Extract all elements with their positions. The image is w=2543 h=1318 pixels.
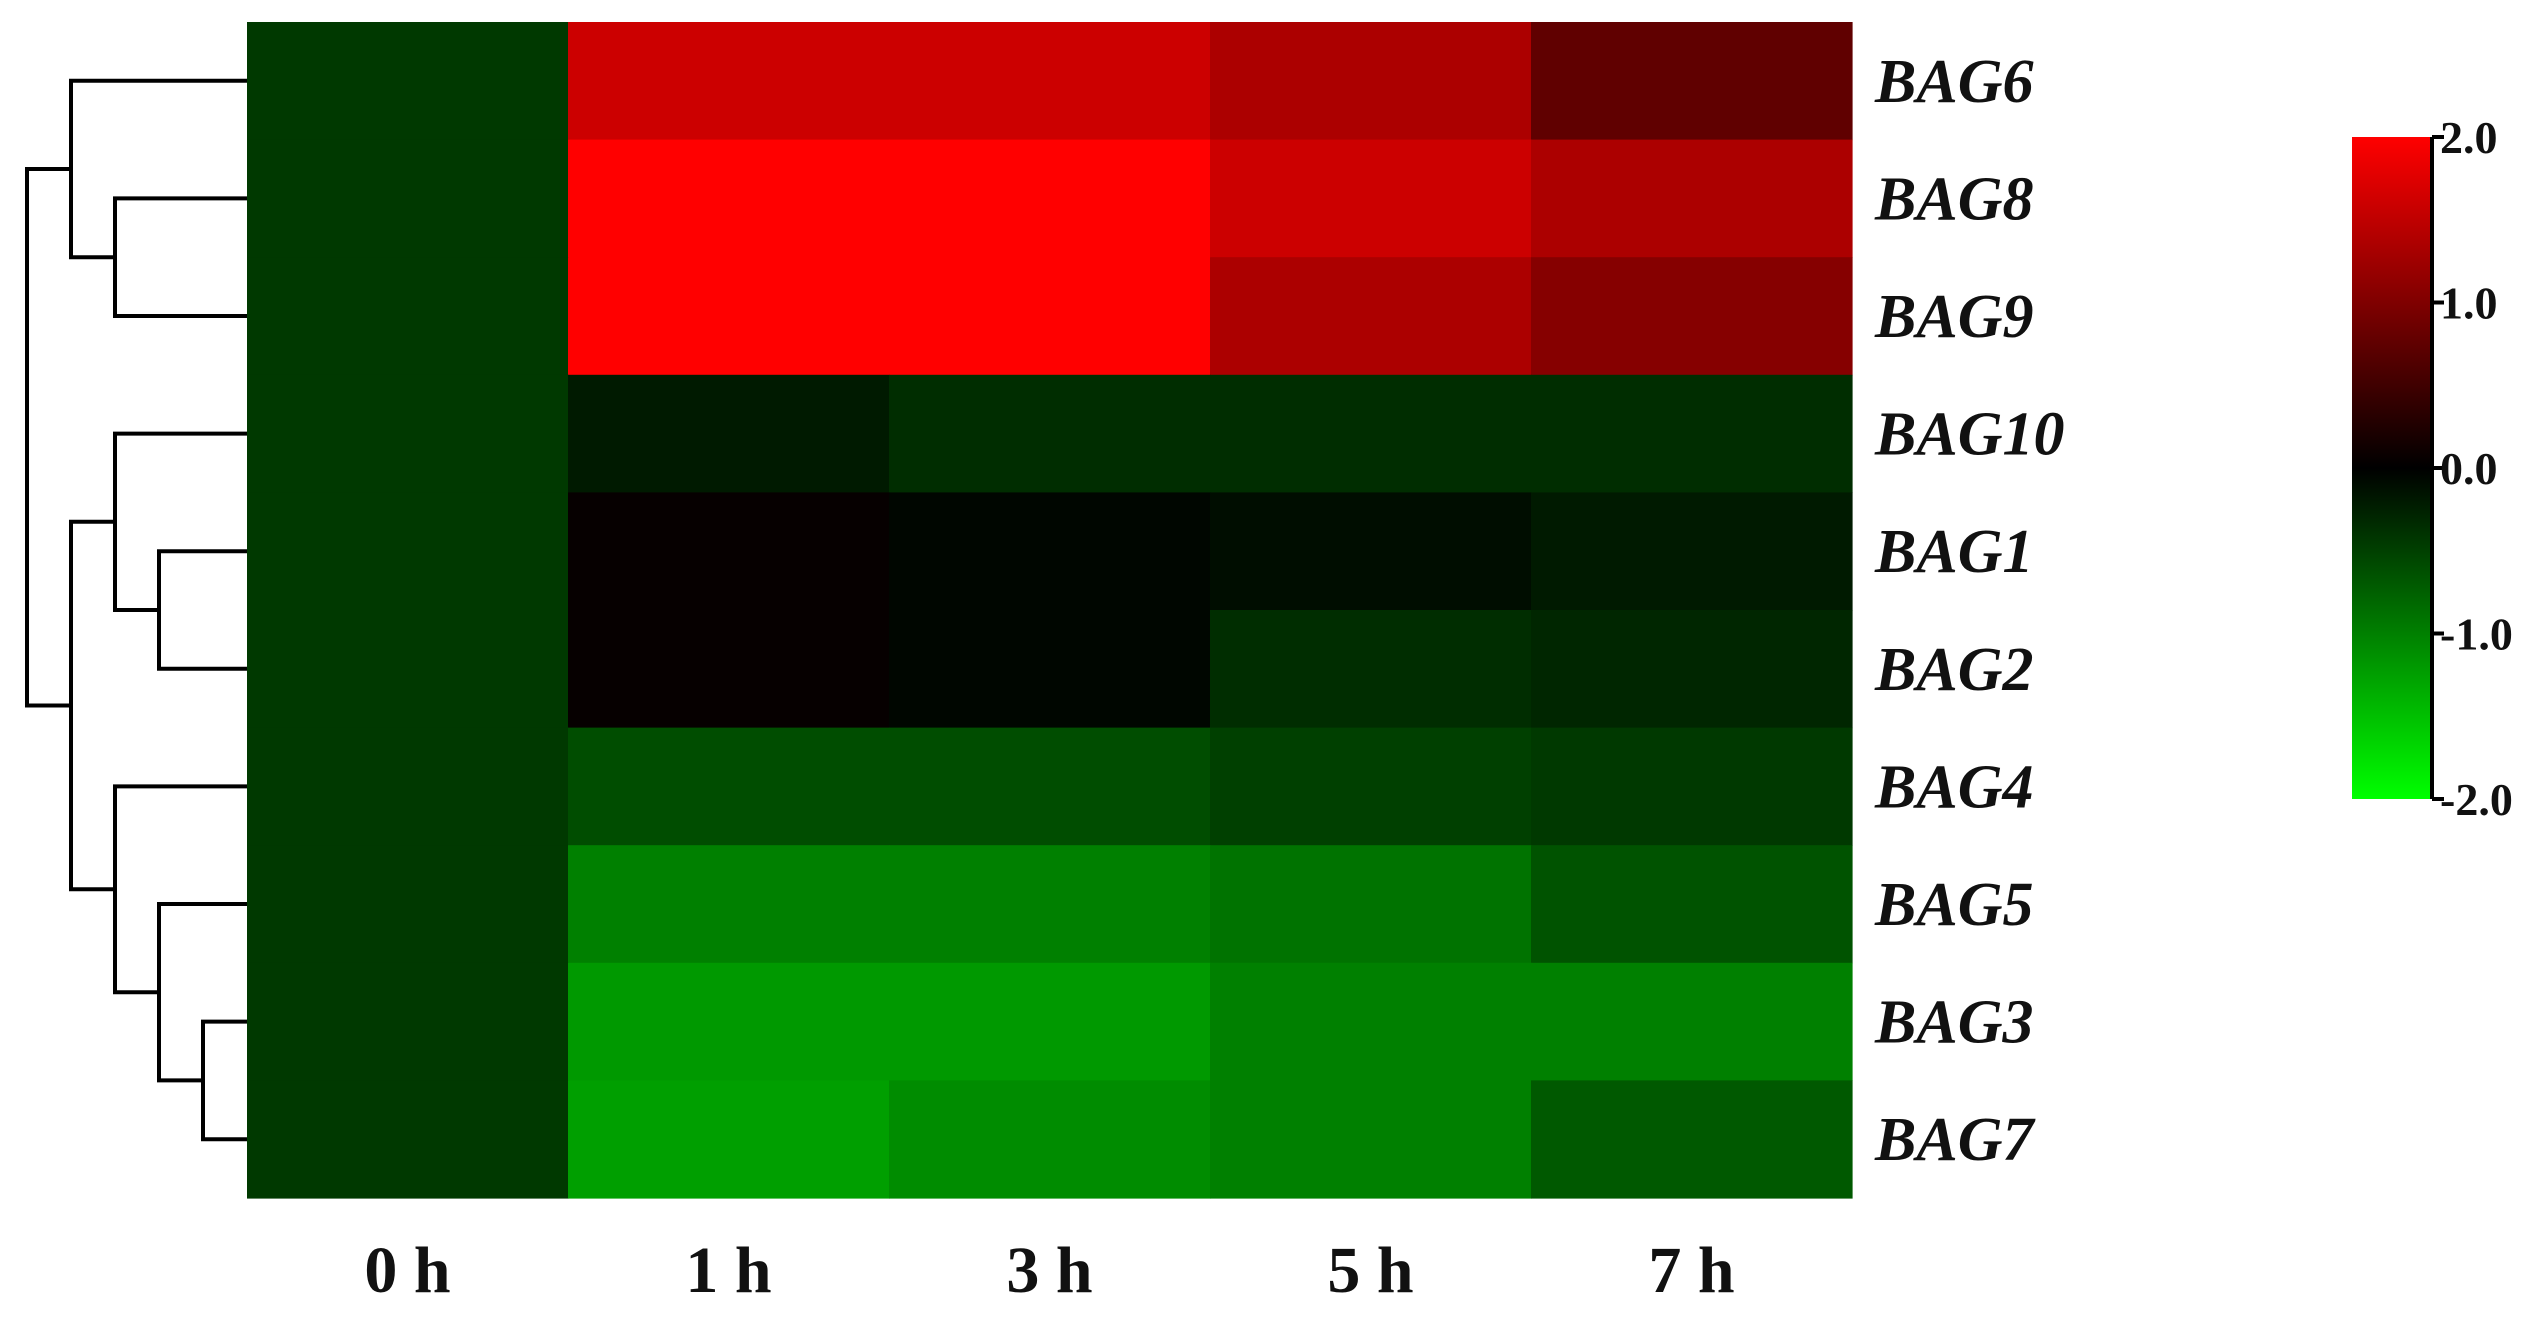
heatmap-cells [247,22,1853,1199]
heatmap-cell-BAG3-3h [889,962,1211,1081]
color-scale-legend: 2.0 1.0 0.0 -1.0 -2.0 [2352,112,2513,825]
column-label-7h: 7 h [1648,1234,1734,1307]
dendrogram-branch-0 [113,196,249,318]
heatmap-cell-BAG1-7h [1531,492,1853,611]
color-scale-tick-label: 0.0 [2440,443,2498,494]
heatmap-cell-BAG4-1h [568,727,890,846]
heatmap-cell-BAG10-5h [1210,374,1532,493]
heatmap-cell-BAG5-7h [1531,845,1853,964]
heatmap-cell-BAG10-1h [568,374,890,493]
heatmap-cell-BAG10-3h [889,374,1211,493]
heatmap-cell-BAG5-0h [247,845,569,964]
heatmap-cell-BAG7-0h [247,1080,569,1199]
heatmap-cell-BAG1-5h [1210,492,1532,611]
row-label-BAG6: BAG6 [1874,48,2033,116]
color-scale-tick-label: -2.0 [2440,774,2513,825]
heatmap-cell-BAG1-1h [568,492,890,611]
heatmap-cell-BAG9-0h [247,257,569,376]
row-label-BAG9: BAG9 [1874,283,2033,351]
row-label-BAG5: BAG5 [1874,871,2033,939]
column-label-1h: 1 h [685,1234,771,1307]
column-label-3h: 3 h [1006,1234,1092,1307]
heatmap-cell-BAG1-3h [889,492,1211,611]
heatmap-cell-BAG8-5h [1210,139,1532,258]
row-labels: BAG6 BAG8 BAG9 BAG10 BAG1 BAG2 BAG4 BAG5 BAG3 BAG… [1874,48,2064,1174]
row-label-BAG4: BAG4 [1874,753,2033,821]
row-label-BAG7: BAG7 [1874,1106,2036,1174]
heatmap-cell-BAG9-3h [889,257,1211,376]
heatmap-cell-BAG9-1h [568,257,890,376]
color-scale-tick-label: 2.0 [2440,112,2498,163]
heatmap-cell-BAG3-5h [1210,962,1532,1081]
row-label-BAG3: BAG3 [1874,989,2033,1057]
row-label-BAG1: BAG1 [1874,518,2033,586]
heatmap-cell-BAG6-5h [1210,22,1532,141]
column-labels: 0 h 1 h 3 h 5 h 7 h [364,1234,1734,1307]
heatmap-cell-BAG5-3h [889,845,1211,964]
heatmap-cell-BAG3-7h [1531,962,1853,1081]
dendrogram-branch-6 [113,784,249,995]
heatmap-cell-BAG4-3h [889,727,1211,846]
heatmap-cell-BAG2-1h [568,610,890,729]
color-scale-tick-label: -1.0 [2440,609,2513,660]
dendrogram-branch-8 [25,167,73,708]
dendrogram-branch-7 [69,519,117,892]
column-label-5h: 5 h [1327,1234,1413,1307]
heatmap-cell-BAG4-5h [1210,727,1532,846]
heatmap-cell-BAG4-0h [247,727,569,846]
heatmap-cell-BAG7-7h [1531,1080,1853,1199]
heatmap-cell-BAG6-0h [247,22,569,141]
heatmap-cell-BAG2-7h [1531,610,1853,729]
heatmap-cell-BAG7-1h [568,1080,890,1199]
row-label-BAG2: BAG2 [1874,636,2033,704]
heatmap-cell-BAG7-3h [889,1080,1211,1199]
heatmap-cell-BAG5-5h [1210,845,1532,964]
heatmap-cell-BAG6-7h [1531,22,1853,141]
heatmap-cell-BAG3-1h [568,962,890,1081]
heatmap-cell-BAG10-0h [247,374,569,493]
color-scale-tick-label: 1.0 [2440,278,2498,329]
heatmap-cell-BAG2-0h [247,610,569,729]
heatmap-cell-BAG2-5h [1210,610,1532,729]
heatmap-cell-BAG7-5h [1210,1080,1532,1199]
heatmap-cell-BAG4-7h [1531,727,1853,846]
heatmap-cell-BAG6-1h [568,22,890,141]
heatmap-cell-BAG10-7h [1531,374,1853,493]
heatmap-cell-BAG9-7h [1531,257,1853,376]
dendrogram-branch-2 [157,549,249,671]
dendrogram-branch-4 [201,1019,249,1142]
row-label-BAG8: BAG8 [1874,165,2033,233]
dendrogram-branch-1 [69,78,249,260]
dendrogram-branch-3 [113,431,249,612]
heatmap-cell-BAG9-5h [1210,257,1532,376]
heatmap-cell-BAG1-0h [247,492,569,611]
heatmap-cell-BAG6-3h [889,22,1211,141]
row-dendrogram [25,78,249,1142]
heatmap-cell-BAG2-3h [889,610,1211,729]
heatmap-cell-BAG3-0h [247,962,569,1081]
heatmap-cell-BAG8-3h [889,139,1211,258]
row-label-BAG10: BAG10 [1874,401,2064,469]
heatmap-cell-BAG8-0h [247,139,569,258]
heatmap-cell-BAG5-1h [568,845,890,964]
heatmap-cell-BAG8-7h [1531,139,1853,258]
column-label-0h: 0 h [364,1234,450,1307]
color-scale-bar [2352,137,2432,799]
heatmap-cell-BAG8-1h [568,139,890,258]
